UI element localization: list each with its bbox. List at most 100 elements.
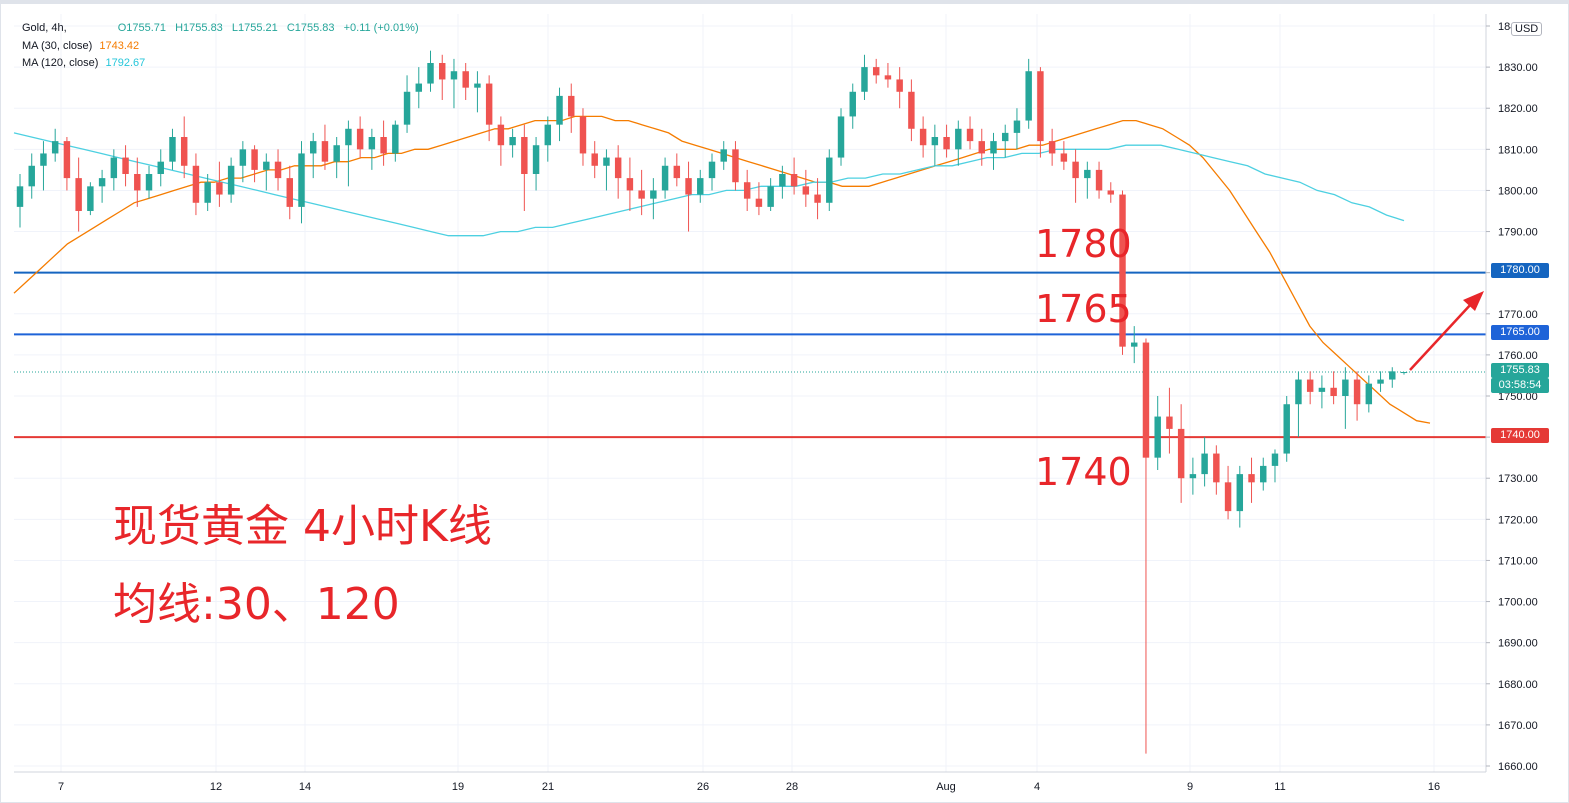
candle-body: [1389, 371, 1396, 380]
candle-body: [497, 124, 505, 146]
candle-body: [1260, 465, 1267, 483]
time-tick-label: 11: [1274, 781, 1285, 793]
candle-body: [661, 165, 669, 191]
candle-body: [1213, 453, 1220, 483]
candle-body: [110, 157, 118, 179]
price-tick-label: 1760.00: [1498, 350, 1538, 362]
time-tick-label: 16: [1428, 781, 1440, 793]
price-tick-label: 1660.00: [1498, 761, 1538, 773]
candle-body: [1166, 416, 1173, 429]
price-tick-label: 1710.00: [1498, 555, 1538, 567]
legend-ma120-label: MA (120, close): [22, 57, 99, 69]
currency-button[interactable]: USD: [1511, 22, 1543, 36]
candle-body: [591, 153, 598, 166]
legend-ma30-row[interactable]: MA (30, close) 1743.42: [22, 40, 139, 52]
candle-body: [603, 157, 610, 166]
candle-body: [462, 71, 469, 88]
ma30-line: [13, 115, 1431, 424]
legend-change: +0.11 (+0.01%): [343, 22, 419, 34]
candle-body: [861, 67, 868, 92]
price-tick-label: 1750.00: [1498, 391, 1538, 403]
candle-body: [568, 95, 575, 117]
candle-body: [16, 186, 24, 207]
legend-ma120-row[interactable]: MA (120, close) 1792.67: [22, 57, 145, 69]
candle-body: [826, 157, 833, 203]
candle-body: [204, 182, 211, 203]
candle-body: [1201, 453, 1208, 475]
time-tick-label: 26: [697, 781, 709, 793]
legend-close: C1755.83: [286, 22, 335, 34]
candle-body: [837, 116, 845, 158]
last-price-tag: 1755.83: [1491, 363, 1549, 378]
candle-body: [943, 137, 950, 150]
candle-body: [134, 174, 141, 191]
candle-body: [1095, 169, 1103, 191]
candle-body: [309, 141, 317, 154]
candle-body: [1142, 342, 1150, 458]
candle-body: [192, 165, 200, 203]
price-tick-label: 1820.00: [1498, 103, 1538, 115]
candle-body: [755, 198, 763, 207]
candle-body: [333, 145, 340, 162]
horizontal-levels: [14, 271, 1486, 439]
annotation-1765: 1765: [1035, 287, 1132, 331]
up-arrow-annotation: [1409, 291, 1484, 371]
candle-body: [1283, 404, 1290, 454]
candle-body: [732, 149, 739, 183]
candle-body: [98, 178, 106, 187]
candle-body: [356, 128, 364, 150]
candle-body: [40, 153, 47, 166]
candle-body: [697, 178, 704, 195]
candle-body: [978, 141, 985, 154]
candle-body: [708, 161, 716, 179]
grid-lines: [14, 14, 1486, 772]
candle-body: [767, 186, 774, 207]
time-tick-label: 7: [58, 781, 64, 793]
candle-body: [1365, 383, 1373, 405]
price-tick-label: 1720.00: [1498, 514, 1538, 526]
moving-averages: [13, 115, 1431, 424]
candle-body: [650, 190, 657, 199]
candle-body: [1001, 132, 1009, 142]
candle-body: [145, 174, 153, 191]
candle-body: [1353, 379, 1361, 405]
price-tick-label: 1810.00: [1498, 144, 1538, 156]
annotation-title: 现货黄金 4小时K线: [113, 501, 492, 552]
candle-body: [896, 79, 903, 92]
candle-body: [485, 83, 493, 125]
candle-body: [1318, 387, 1326, 392]
candle-body: [802, 186, 810, 195]
candle-body: [626, 178, 634, 191]
candle-body: [614, 157, 622, 179]
candle-body: [532, 145, 540, 174]
candle-body: [180, 137, 188, 166]
candle-body: [263, 161, 270, 170]
candle-body: [1306, 379, 1314, 392]
legend-ma30-label: MA (30, close): [22, 40, 93, 52]
candle-body: [521, 137, 528, 174]
candle-body: [544, 124, 552, 146]
candle-body: [990, 141, 997, 154]
time-tick-label: 14: [299, 781, 311, 793]
price-tick-label: 1770.00: [1498, 309, 1538, 321]
candle-body: [1224, 482, 1232, 512]
candle-body: [63, 141, 71, 179]
candle-body: [1177, 428, 1185, 479]
candle-body: [298, 153, 305, 207]
candle-body: [790, 174, 798, 187]
candle-body: [450, 71, 458, 80]
time-tick-label: 19: [452, 781, 464, 793]
candle-body: [779, 174, 786, 187]
price-tick-label: 1830.00: [1498, 62, 1538, 74]
annotation-subtitle: 均线:30、120: [113, 579, 400, 630]
candle-body: [321, 141, 329, 162]
legend-high: H1755.83: [175, 22, 223, 34]
candle-body: [1084, 169, 1091, 179]
candle-body: [1072, 161, 1079, 179]
candle-body: [28, 165, 35, 187]
candle-body: [814, 194, 821, 203]
candle-body: [157, 161, 164, 174]
candle-body: [286, 178, 293, 207]
candle-body: [1248, 474, 1255, 483]
